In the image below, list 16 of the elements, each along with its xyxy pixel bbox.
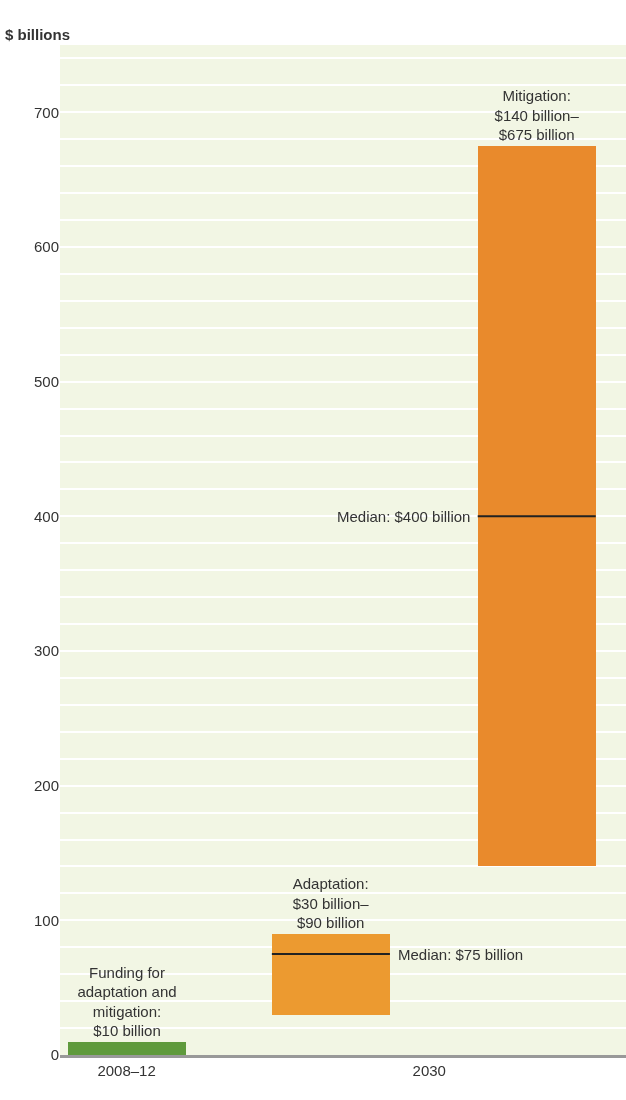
ref-line-label: Median: $75 billion [398, 946, 524, 963]
x-tick-label: 2030 [412, 1062, 446, 1079]
y-tick-label: 200 [33, 776, 59, 794]
y-tick-label: 600 [33, 238, 59, 256]
x-tick-label: 2008–12 [97, 1062, 156, 1079]
y-axis-title: $ billions [5, 26, 71, 43]
y-tick-label: 700 [33, 103, 59, 121]
data-label: Mitigation: $140 billion– $675 billion [494, 87, 580, 143]
y-tick-label: 0 [50, 1046, 59, 1064]
y-tick-label: 300 [33, 642, 59, 660]
y-tick-label: 400 [33, 507, 59, 525]
data-label: Adaptation: $30 billion– $90 billion [292, 875, 370, 931]
data-label: Funding for adaptation and mitigation: $10 billion [77, 963, 177, 1039]
y-tick-label: 500 [33, 372, 59, 390]
ref-line-label: Median: $400 billion [337, 508, 471, 525]
y-tick-label: 100 [33, 911, 59, 929]
